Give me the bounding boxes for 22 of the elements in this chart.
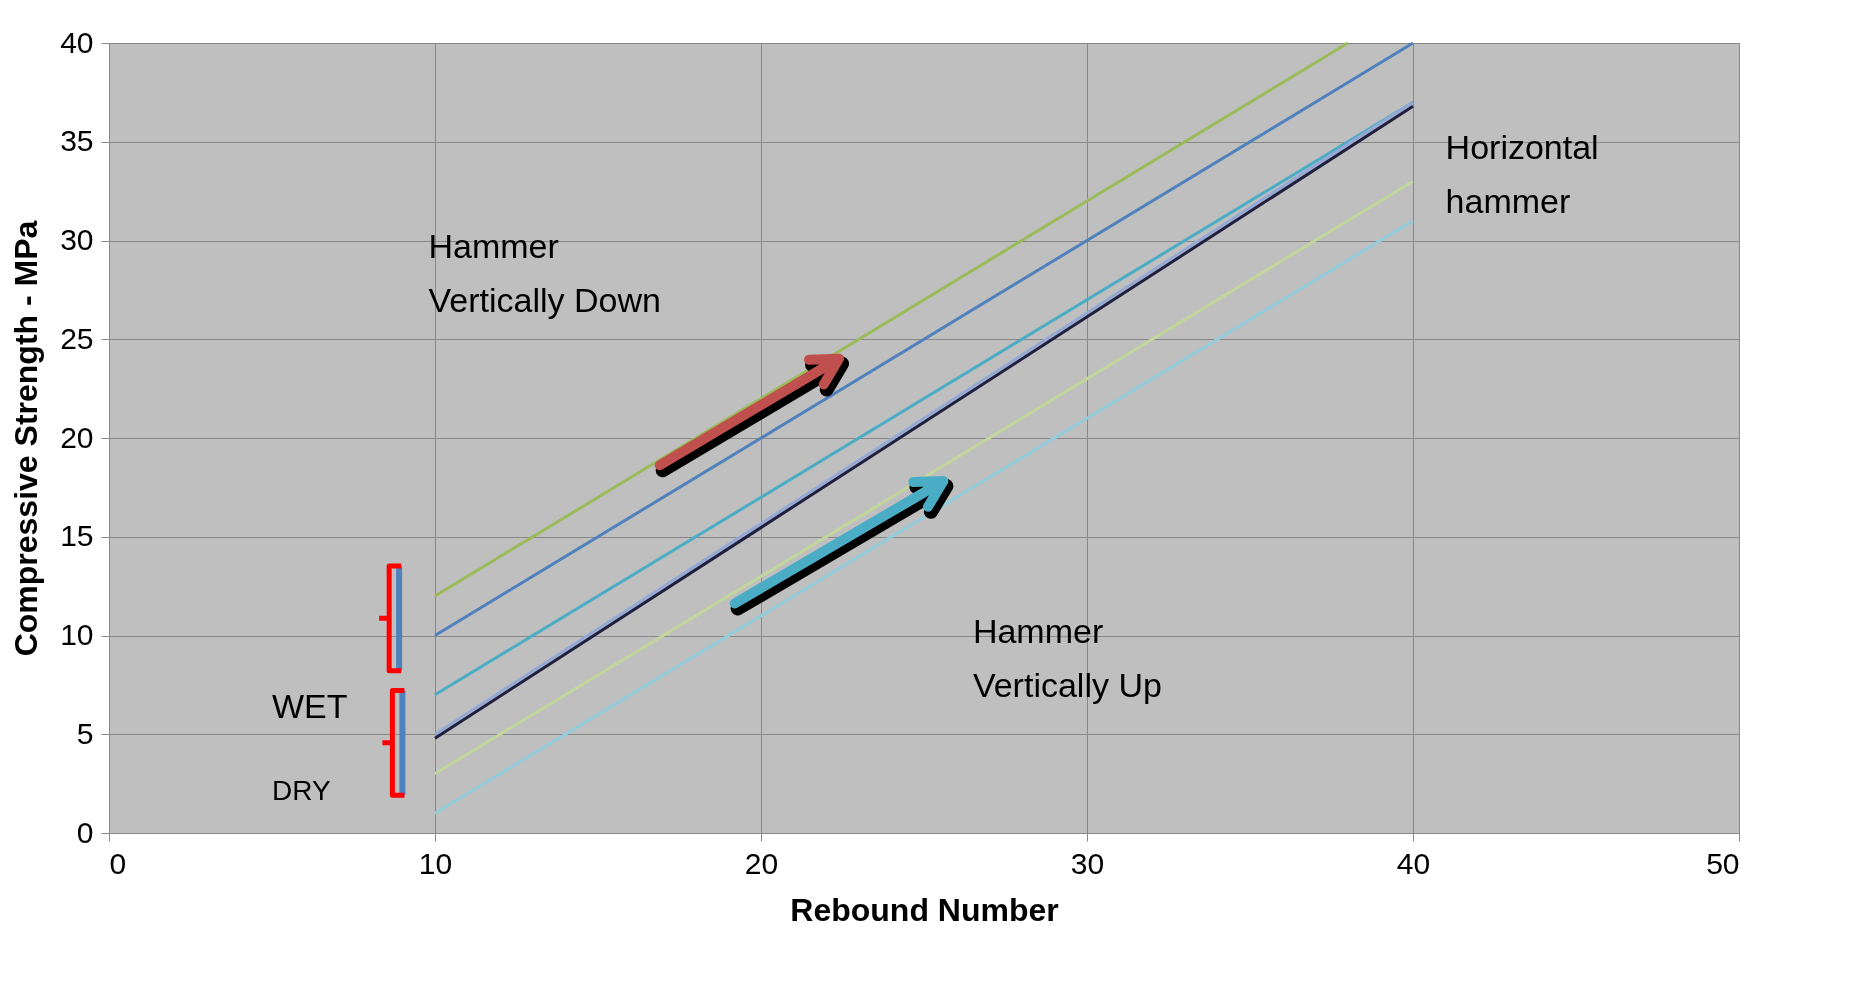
- y-tick-label: 10: [60, 618, 94, 651]
- y-tick-label: 25: [60, 321, 94, 355]
- y-axis-title: Compressive Strength - MPa: [8, 220, 45, 657]
- y-tick-label: 0: [76, 815, 94, 849]
- x-tick-label: 0: [109, 846, 127, 880]
- y-tick-label: 5: [76, 716, 94, 750]
- annotation: DRY: [272, 774, 331, 806]
- x-tick-label: 10: [418, 846, 453, 880]
- annotation: Hammer Vertically Down: [428, 226, 661, 319]
- annotation: Horizontal hammer: [1445, 127, 1599, 220]
- x-tick-label: 40: [1396, 846, 1431, 880]
- y-tick-label: 35: [60, 124, 94, 158]
- annotation: WET: [272, 686, 348, 725]
- x-tick-label: 20: [744, 846, 779, 880]
- x-axis-title: Rebound Number: [790, 891, 1059, 928]
- y-tick-label: 20: [60, 420, 94, 454]
- y-tick-label: 40: [60, 25, 94, 59]
- y-tick-label: 15: [60, 519, 94, 553]
- annotation: Hammer Vertically Up: [972, 611, 1162, 704]
- y-tick-label: 30: [60, 223, 94, 256]
- x-tick-label: 30: [1070, 846, 1105, 880]
- x-tick-label: 50: [1706, 846, 1740, 880]
